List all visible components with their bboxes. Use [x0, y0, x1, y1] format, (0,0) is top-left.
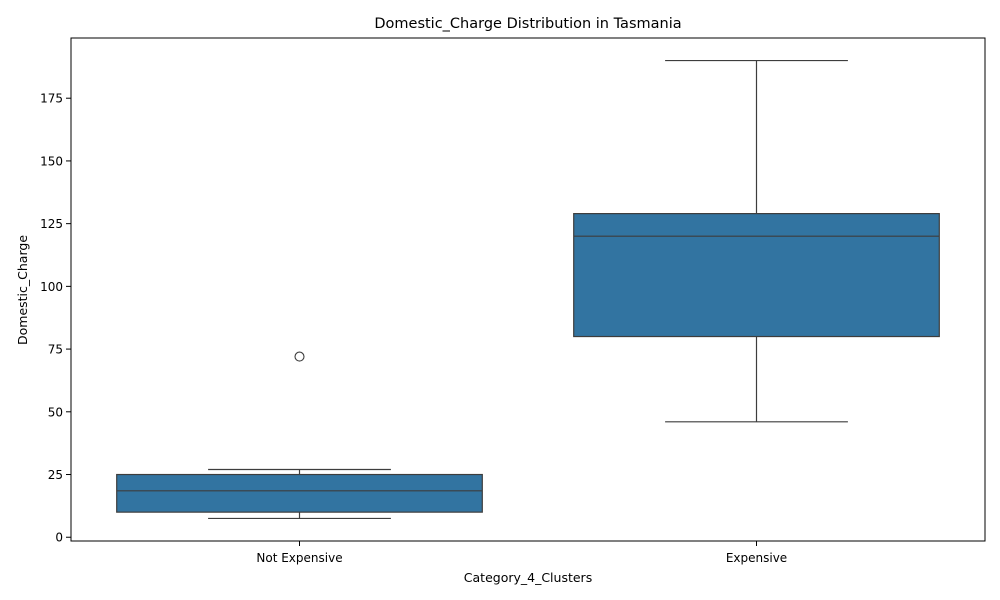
outlier-point — [294, 351, 305, 362]
x-tick-label: Expensive — [726, 551, 787, 565]
y-axis-label: Domestic_Charge — [15, 235, 30, 345]
iqr-box — [573, 213, 940, 338]
y-tick-label: 100 — [40, 280, 63, 294]
y-tick-label: 125 — [40, 217, 63, 231]
y-tick-label: 75 — [48, 343, 63, 357]
y-tick-label: 175 — [40, 92, 63, 106]
y-tick-label: 150 — [40, 154, 63, 168]
iqr-box — [116, 473, 483, 513]
plot-area: Not Expensive Expensive 0 25 50 75 100 125 150 17… — [40, 37, 986, 565]
y-tick-label: 0 — [55, 531, 63, 545]
chart-title: Domestic_Charge Distribution in Tasmania — [374, 16, 681, 32]
x-tick-label: Not Expensive — [256, 551, 342, 565]
y-tick-label: 25 — [48, 468, 63, 482]
plot-frame — [70, 37, 986, 542]
x-axis-label: Category_4_Clusters — [464, 570, 592, 585]
y-tick-label: 50 — [48, 405, 63, 419]
